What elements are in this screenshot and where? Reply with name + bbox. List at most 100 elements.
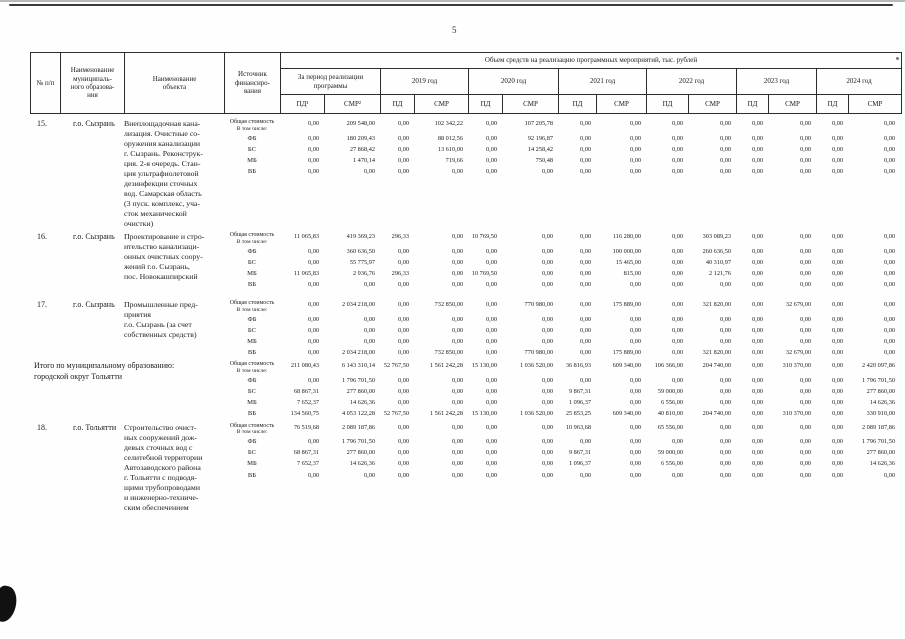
value-cell: 14 258,42 <box>527 145 553 153</box>
value-cell: 7 652,37 <box>296 460 319 468</box>
value-cell: 0,00 <box>579 438 591 445</box>
value-cell: 0,00 <box>541 376 553 384</box>
value-cell: 0,00 <box>671 337 683 345</box>
source-label: МБ <box>247 337 257 345</box>
value-cell: 0,00 <box>883 349 895 357</box>
value-cell: 0,00 <box>541 399 553 407</box>
value-cell: 36 816,93 <box>565 362 591 370</box>
value-cell: 0,00 <box>883 281 895 289</box>
value-cell: 0,00 <box>751 301 763 308</box>
source-label: МБ <box>247 269 257 277</box>
value-cell: 25 853,25 <box>565 410 591 418</box>
value-cell: 0,00 <box>485 258 497 266</box>
source-label: БС <box>247 326 257 334</box>
value-cell: 0,00 <box>397 387 409 395</box>
municipality-name: г.о. Сызрань <box>73 300 115 309</box>
value-cell: 0,00 <box>831 301 843 308</box>
value-cell: 0,00 <box>671 145 683 153</box>
value-cell: 0,00 <box>451 376 463 384</box>
value-cell: 0,00 <box>799 269 811 277</box>
value-cell: 13 610,00 <box>437 145 463 153</box>
value-cell: 1 561 242,28 <box>429 362 463 370</box>
header-pd: ПД <box>559 95 597 113</box>
value-cell: 14 626,36 <box>349 399 375 407</box>
header-smr: СМР <box>689 95 737 113</box>
scan-artifact-blob <box>0 583 21 625</box>
value-cell: 0,00 <box>541 281 553 289</box>
value-cell: 0,00 <box>485 438 497 445</box>
value-cell: 0,00 <box>671 134 683 142</box>
value-cell: 0,00 <box>883 156 895 164</box>
value-cell: 0,00 <box>485 247 497 255</box>
value-cell: 0,00 <box>579 247 591 255</box>
financing-line: Общая стоимость В том числе: 0,00 2 034 218… <box>224 300 900 315</box>
value-cell: 0,00 <box>579 471 591 479</box>
value-cell: 0,00 <box>719 145 731 153</box>
value-cell: 0,00 <box>719 376 731 384</box>
value-cell: 0,00 <box>799 281 811 289</box>
value-cell: 55 775,97 <box>349 258 375 266</box>
value-cell: 0,00 <box>579 258 591 266</box>
financing-line: Общая стоимость В том числе: 211 080,43 6 1… <box>224 361 900 376</box>
value-cell: 0,00 <box>541 247 553 255</box>
table-row: 17. г.о. Сызрань Промышленные пред- прияти… <box>30 298 902 359</box>
value-cell: 0,00 <box>579 315 591 323</box>
value-cell: 0,00 <box>541 315 553 323</box>
value-cell: 0,00 <box>671 326 683 334</box>
value-cell: 0,00 <box>799 438 811 445</box>
value-cell: 0,00 <box>671 258 683 266</box>
financing-line: ФБ 0,00 180 209,43 0,00 88 012,56 0,00 92 196,… <box>224 134 900 145</box>
source-label-including: В том числе: <box>236 306 268 313</box>
value-cell: 0,00 <box>307 258 319 266</box>
value-cell: 321 820,00 <box>702 349 731 357</box>
value-cell: 0,00 <box>671 168 683 176</box>
value-cell: 6 143 310,14 <box>341 362 375 370</box>
value-cell: 0,00 <box>719 281 731 289</box>
value-cell: 0,00 <box>363 315 375 323</box>
value-cell: 0,00 <box>307 134 319 142</box>
source-label: ВБ <box>247 168 257 176</box>
header-pd: ПД <box>647 95 689 113</box>
value-cell: 0,00 <box>629 471 641 479</box>
value-cell: 0,00 <box>831 168 843 176</box>
header-col-municipality: Наименование муниципаль- ного образова- … <box>61 53 125 113</box>
row-number: 16. <box>37 232 47 241</box>
value-cell: 0,00 <box>799 423 811 431</box>
value-cell: 102 342,22 <box>434 120 463 127</box>
value-cell: 0,00 <box>671 376 683 384</box>
value-cell: 7 652,37 <box>296 399 319 407</box>
value-cell: 211 080,43 <box>290 362 319 370</box>
value-cell: 68 867,31 <box>293 449 319 457</box>
value-cell: 0,00 <box>307 156 319 164</box>
object-name: Внеплощадочная кана- лизация. Очистные с… <box>124 119 203 228</box>
value-cell: 204 740,00 <box>702 362 731 370</box>
header-pd1: ПД¹ <box>281 95 325 113</box>
financing-line: ВБ 0,00 0,00 0,00 0,00 0,00 0,00 0,00 0,00 0,00 0,… <box>224 471 900 482</box>
value-cell: 0,00 <box>883 337 895 345</box>
value-cell: 0,00 <box>719 387 731 395</box>
value-cell: 732 850,00 <box>434 349 463 357</box>
value-cell: 0,00 <box>751 258 763 266</box>
value-cell: 106 366,00 <box>654 362 683 370</box>
value-cell: 0,00 <box>485 423 497 431</box>
value-cell: 100 000,00 <box>612 247 641 255</box>
value-cell: 277 860,00 <box>346 387 375 395</box>
value-cell: 2 420 097,86 <box>861 362 895 370</box>
value-cell: 750,48 <box>535 156 553 164</box>
value-cell: 0,00 <box>799 387 811 395</box>
value-cell: 0,00 <box>831 145 843 153</box>
value-cell: 0,00 <box>831 460 843 468</box>
value-cell: 32 679,00 <box>785 301 811 308</box>
table-row: 18. г.о. Тольятти Строительство очист- ных… <box>30 421 902 533</box>
value-cell: 0,00 <box>485 120 497 127</box>
value-cell: 0,00 <box>751 376 763 384</box>
value-cell: 92 196,87 <box>527 134 553 142</box>
value-cell: 609 340,00 <box>612 362 641 370</box>
value-cell: 0,00 <box>579 233 591 240</box>
value-cell: 1 796 701,50 <box>861 376 895 384</box>
header-year-2021: 2021 год <box>559 69 647 95</box>
value-cell: 0,00 <box>397 301 409 308</box>
value-cell: 2 089 187,86 <box>861 423 895 431</box>
value-cell: 0,00 <box>307 120 319 127</box>
value-cell: 11 065,83 <box>294 233 319 240</box>
